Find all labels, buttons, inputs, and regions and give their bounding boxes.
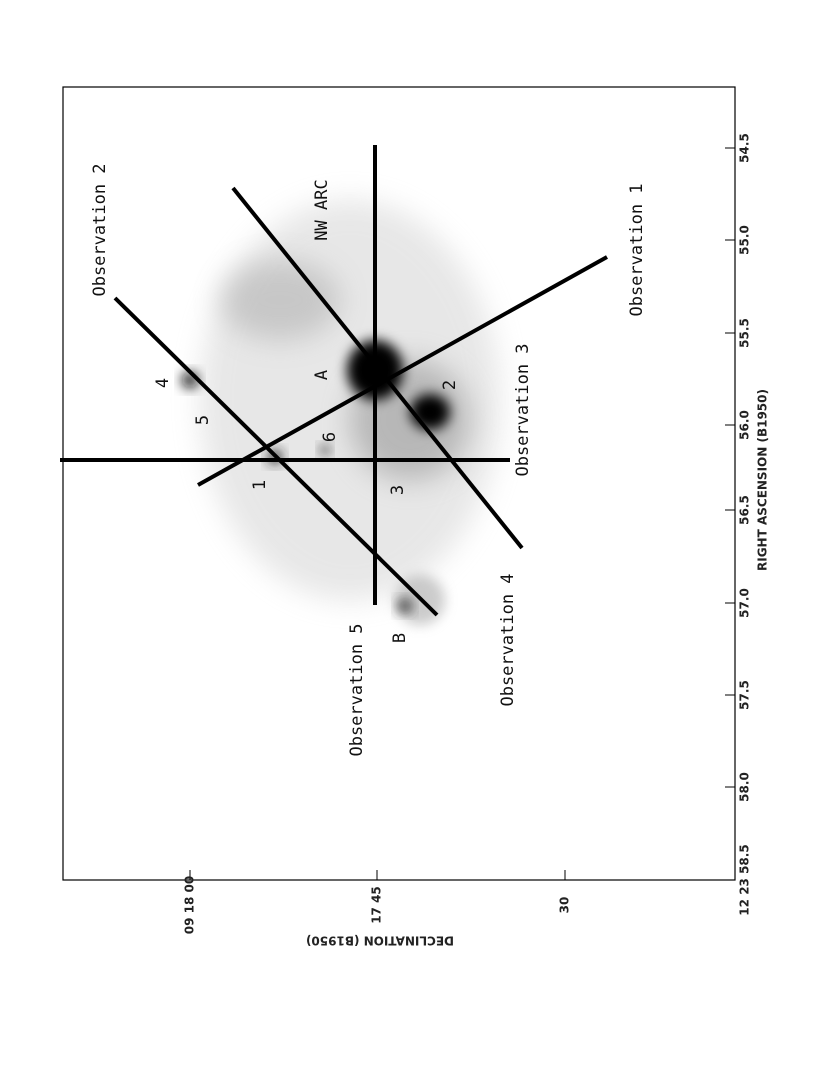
- source-label: 5: [193, 415, 213, 425]
- observation-label: Observation 3: [513, 343, 533, 476]
- ra-tick-label: 57.5: [738, 680, 752, 710]
- ra-tick-label: 55.5: [738, 318, 752, 348]
- source-label: 2: [440, 380, 460, 390]
- ra-tick-label: 58.0: [738, 772, 752, 802]
- slit: [197, 255, 608, 487]
- observation-label: Observation 4: [498, 573, 518, 706]
- ra-tick-label: 12 23 58.5: [738, 844, 752, 915]
- ra-tick-label: 56.0: [738, 410, 752, 440]
- observation-label: Observation 5: [347, 623, 367, 756]
- source-label: 6: [320, 432, 340, 442]
- source-label: 1: [250, 480, 270, 490]
- dec-tick-label: 17 45: [370, 886, 384, 924]
- ra-tick-label: 55.0: [738, 225, 752, 255]
- ra-axis-label: RIGHT ASCENSION (B1950): [756, 389, 770, 571]
- source-label: A: [312, 370, 332, 380]
- dec-tick-label: 09 18 00: [183, 876, 197, 934]
- dec-tick-label: 30: [558, 897, 572, 914]
- source-label: B: [390, 633, 410, 643]
- observation-label: Observation 2: [90, 163, 110, 296]
- source-label: 3: [388, 485, 408, 495]
- slit: [231, 186, 524, 550]
- slit: [113, 296, 439, 617]
- ra-tick-label: 54.5: [738, 133, 752, 163]
- ra-tick-label: 56.5: [738, 495, 752, 525]
- ra-tick-label: 57.0: [738, 588, 752, 618]
- dec-axis-label: DECLINATION (B1950): [306, 934, 454, 948]
- slits: [60, 145, 608, 617]
- region-label: NW ARC: [312, 179, 332, 240]
- source-label: 4: [153, 378, 173, 388]
- observation-label: Observation 1: [627, 183, 647, 316]
